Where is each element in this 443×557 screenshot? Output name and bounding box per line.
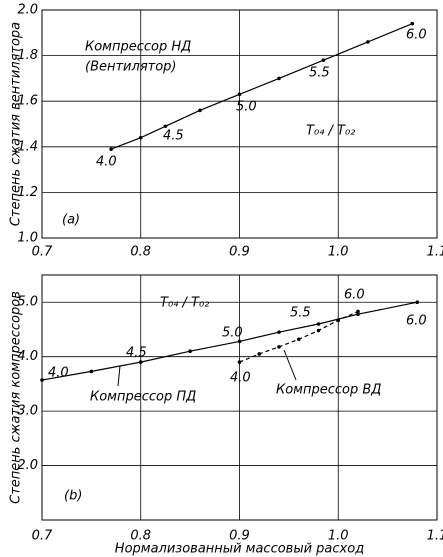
data-point xyxy=(356,309,360,314)
annotation: 4.5 xyxy=(126,346,147,361)
y-tick-label: 3.0 xyxy=(17,404,38,419)
leader-arrow xyxy=(283,349,297,381)
x-axis-label: Нормализованный массовый расход xyxy=(115,542,364,557)
x-tick-label: 0.7 xyxy=(32,529,53,544)
series-line xyxy=(41,301,418,381)
plot-frame xyxy=(41,9,438,239)
y-tick-label: 1.8 xyxy=(17,48,38,63)
y-tick-label: 2.0 xyxy=(17,458,38,473)
annotation: 5.5 xyxy=(290,306,311,321)
annotation: (Вентилятор) xyxy=(85,60,177,75)
data-point xyxy=(356,312,360,317)
annotation: 4.5 xyxy=(163,129,184,144)
x-tick-label: 1.1 xyxy=(427,245,443,260)
series-label: Компрессор ВД xyxy=(276,383,381,398)
data-point xyxy=(277,345,281,349)
data-point xyxy=(366,40,370,44)
data-point xyxy=(138,360,143,364)
data-point xyxy=(89,369,94,374)
leader-arrow xyxy=(117,365,121,387)
data-point xyxy=(237,339,242,344)
y-tick-label: 5.0 xyxy=(17,295,38,310)
y-axis-label: Степень сжатия вентилятора xyxy=(9,22,24,226)
annotation: 5.0 xyxy=(222,326,243,341)
y-tick-label: 2.0 xyxy=(17,3,38,18)
data-point xyxy=(188,349,192,354)
annotation: (a) xyxy=(62,213,80,228)
annotation: 4.0 xyxy=(48,366,69,381)
data-point xyxy=(198,108,202,113)
data-point xyxy=(237,360,242,364)
data-point xyxy=(277,330,281,334)
annotation: T₀₄ / T₀₂ xyxy=(160,296,209,311)
data-point xyxy=(336,318,341,322)
y-tick-label: 1.0 xyxy=(17,231,38,246)
data-point xyxy=(296,337,301,342)
data-point xyxy=(257,352,262,356)
data-point xyxy=(277,76,281,81)
y-tick-label: 1.6 xyxy=(17,94,38,109)
annotation: (b) xyxy=(64,489,82,504)
data-point xyxy=(109,147,113,151)
annotation: T₀₄ / T₀₂ xyxy=(306,124,355,139)
data-point xyxy=(316,328,321,333)
data-point xyxy=(415,300,420,305)
plot-frame xyxy=(41,274,438,521)
data-point xyxy=(163,124,168,129)
annotation: 4.0 xyxy=(230,371,251,386)
data-point xyxy=(138,135,143,140)
x-tick-label: 0.9 xyxy=(229,529,250,544)
y-axis-label: Степень сжатия компрессоров xyxy=(9,291,24,504)
annotation: 6.0 xyxy=(406,314,427,329)
series-label: Компрессор ПД xyxy=(90,390,196,405)
y-tick-label: 4.0 xyxy=(17,349,38,364)
x-tick-label: 0.8 xyxy=(130,245,151,260)
data-point xyxy=(410,21,415,26)
x-tick-label: 1.0 xyxy=(328,529,349,544)
annotation: 5.5 xyxy=(309,66,330,81)
y-tick-label: 1.2 xyxy=(17,185,38,200)
y-tick-label: 1.4 xyxy=(17,139,38,154)
data-point xyxy=(237,92,242,97)
data-point xyxy=(40,378,44,382)
x-tick-label: 1.1 xyxy=(427,529,443,544)
data-point xyxy=(321,58,326,62)
x-tick-label: 0.9 xyxy=(229,245,250,260)
x-tick-label: 0.8 xyxy=(130,529,151,544)
annotation: 6.0 xyxy=(344,288,365,303)
annotation: 4.0 xyxy=(96,155,117,170)
x-tick-label: 0.7 xyxy=(32,245,53,260)
x-tick-label: 1.0 xyxy=(328,245,349,260)
data-point xyxy=(316,322,321,326)
annotation: 5.0 xyxy=(236,100,257,115)
annotation: 6.0 xyxy=(406,28,427,43)
series-label: Компрессор НД xyxy=(85,40,191,55)
